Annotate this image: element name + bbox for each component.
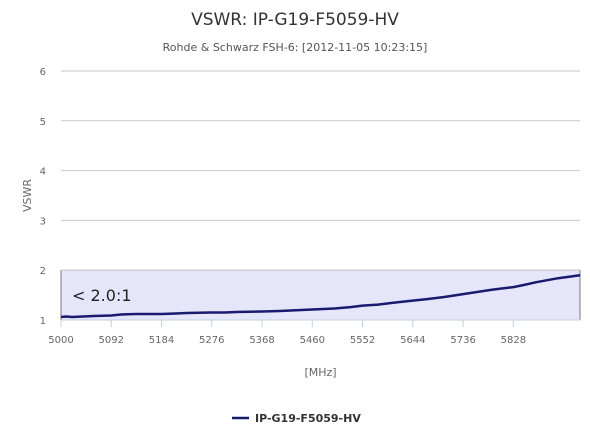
y-axis-ticks: 1 2 3 4 5 6 bbox=[40, 67, 46, 327]
chart-subtitle: Rohde & Schwarz FSH-6: [2012-11-05 10:23… bbox=[163, 41, 428, 54]
x-tick-label: 5000 bbox=[48, 335, 73, 346]
series-line bbox=[60, 273, 581, 319]
x-tick-label: 5460 bbox=[300, 335, 325, 346]
x-tick-label: 5184 bbox=[149, 335, 174, 346]
legend[interactable]: IP-G19-F5059-HV bbox=[232, 412, 361, 425]
y-tick-label: 5 bbox=[40, 117, 46, 128]
chart-title: VSWR: IP-G19-F5059-HV bbox=[191, 10, 399, 30]
x-axis-ticks: 5000 5092 5184 5276 5368 5460 5552 5644 5736 5828 bbox=[48, 319, 580, 346]
x-tick-label: 5368 bbox=[249, 335, 274, 346]
x-tick-label: 5828 bbox=[501, 335, 526, 346]
y-tick-label: 3 bbox=[40, 216, 46, 227]
y-tick-label: 2 bbox=[40, 266, 46, 277]
y-tick-label: 4 bbox=[40, 167, 46, 178]
band-label: < 2.0:1 bbox=[72, 286, 132, 305]
legend-label: IP-G19-F5059-HV bbox=[255, 412, 361, 425]
acceptable-vswr-band bbox=[60, 269, 581, 321]
x-axis-title: [MHz] bbox=[304, 366, 336, 379]
y-axis-title: VSWR bbox=[21, 179, 34, 212]
y-tick-label: 1 bbox=[40, 316, 46, 327]
x-tick-label: 5736 bbox=[450, 335, 475, 346]
series-layer bbox=[60, 273, 581, 319]
x-tick-label: 5276 bbox=[199, 335, 224, 346]
x-tick-label: 5092 bbox=[99, 335, 124, 346]
x-tick-label: 5644 bbox=[400, 335, 425, 346]
x-tick-label: 5552 bbox=[350, 335, 375, 346]
y-tick-label: 6 bbox=[40, 67, 46, 78]
